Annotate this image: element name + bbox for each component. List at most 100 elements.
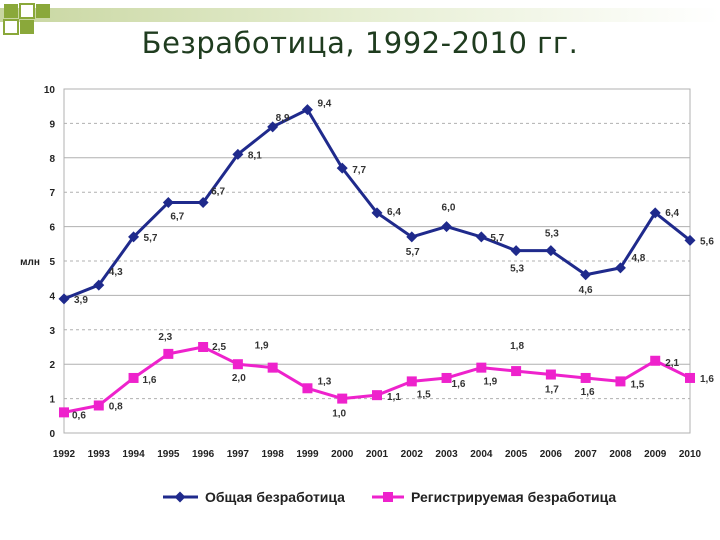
data-point-registered [337, 393, 348, 404]
y-tick-label: 7 [49, 188, 55, 199]
data-label: 2,3 [158, 332, 172, 343]
legend-label-total: Общая безработица [205, 489, 345, 505]
x-tick-label: 1994 [122, 449, 145, 460]
x-tick-label: 1999 [296, 449, 319, 460]
data-point-registered [232, 359, 243, 370]
data-point-registered [372, 390, 382, 401]
data-point-total [197, 197, 209, 209]
data-label: 7,7 [352, 165, 366, 176]
data-label: 1,7 [545, 385, 559, 396]
data-label: 2,1 [665, 358, 679, 369]
x-tick-label: 2004 [470, 449, 493, 460]
data-point-registered [580, 372, 591, 383]
data-label: 1,3 [317, 376, 331, 387]
data-point-total [58, 293, 70, 305]
data-point-total [162, 197, 174, 209]
data-label: 4,6 [579, 285, 593, 296]
data-point-total [614, 262, 626, 274]
legend-label-registered: Регистрируемая безработица [411, 489, 616, 505]
data-label: 1,5 [630, 379, 644, 390]
data-label: 6,0 [442, 203, 456, 214]
x-tick-label: 2000 [331, 449, 354, 460]
legend-marker-registered [383, 492, 393, 502]
x-tick-label: 1995 [157, 449, 180, 460]
data-label: 5,6 [700, 236, 714, 247]
x-tick-label: 1996 [192, 449, 215, 460]
x-tick-label: 2003 [435, 449, 458, 460]
data-label: 6,7 [170, 212, 184, 223]
x-tick-label: 1998 [262, 449, 285, 460]
data-point-registered [302, 383, 313, 394]
data-label: 6,4 [665, 208, 679, 219]
data-point-total [475, 231, 487, 243]
y-tick-label: 1 [49, 395, 55, 406]
y-tick-label: 10 [44, 85, 56, 96]
data-point-total [93, 279, 105, 291]
series-line-total [63, 108, 691, 301]
legend-marker-total [174, 491, 186, 503]
decorative-squares [3, 3, 50, 35]
data-point-registered [198, 342, 209, 352]
data-point-total [684, 234, 696, 246]
y-tick-label: 0 [49, 429, 55, 440]
data-point-total [371, 207, 383, 219]
data-label: 6,7 [211, 187, 225, 198]
data-point-registered [545, 369, 556, 380]
x-tick-label: 1997 [227, 449, 250, 460]
x-tick-label: 2008 [609, 449, 632, 460]
data-point-registered [406, 376, 417, 387]
data-label: 1,6 [452, 379, 466, 390]
data-label: 3,9 [74, 295, 88, 306]
decorative-header-bar [0, 8, 720, 22]
x-tick-label: 2002 [401, 449, 424, 460]
data-point-registered [476, 362, 487, 373]
data-label: 1,6 [143, 375, 157, 386]
series-line-registered [63, 345, 691, 414]
data-point-total [441, 221, 453, 233]
data-point-registered [615, 376, 626, 387]
data-label: 2,0 [232, 373, 246, 384]
data-label: 8,9 [276, 113, 290, 124]
data-label: 6,4 [387, 207, 401, 218]
data-label: 1,9 [255, 341, 269, 352]
data-point-total [649, 207, 661, 219]
data-point-total [406, 231, 418, 243]
data-point-total [301, 104, 313, 116]
x-tick-label: 2006 [540, 449, 563, 460]
x-tick-label: 2005 [505, 449, 528, 460]
data-point-registered [267, 362, 278, 373]
data-point-registered [128, 372, 139, 383]
x-tick-label: 1992 [53, 449, 76, 460]
data-label: 5,7 [406, 247, 420, 258]
data-point-registered [59, 407, 69, 418]
data-point-total [545, 245, 557, 257]
y-tick-label: 4 [49, 291, 55, 302]
data-label: 1,6 [700, 374, 714, 385]
data-point-registered [93, 400, 104, 411]
data-point-registered [511, 366, 522, 377]
data-label: 9,4 [317, 99, 331, 110]
data-point-registered [163, 348, 174, 359]
y-tick-label: 6 [49, 223, 55, 234]
data-label: 1,1 [387, 392, 401, 403]
y-axis-label: млн [20, 257, 40, 268]
data-label: 4,8 [631, 253, 645, 264]
data-label: 2,5 [212, 342, 226, 353]
data-point-total [510, 245, 522, 257]
data-point-total [232, 148, 244, 160]
data-point-registered [685, 372, 695, 383]
data-point-total [580, 269, 592, 281]
x-tick-label: 2007 [575, 449, 598, 460]
y-tick-label: 2 [49, 360, 55, 371]
data-point-total [267, 121, 279, 133]
y-tick-label: 3 [49, 326, 55, 337]
x-tick-label: 2009 [644, 449, 667, 460]
data-label: 5,3 [510, 264, 524, 275]
x-tick-label: 2010 [679, 449, 702, 460]
slide-title: Безработица, 1992-2010 гг. [141, 26, 579, 60]
data-label: 0,8 [109, 401, 123, 412]
data-label: 1,8 [510, 341, 524, 352]
data-label: 0,6 [72, 410, 86, 421]
data-label: 1,0 [332, 409, 346, 420]
